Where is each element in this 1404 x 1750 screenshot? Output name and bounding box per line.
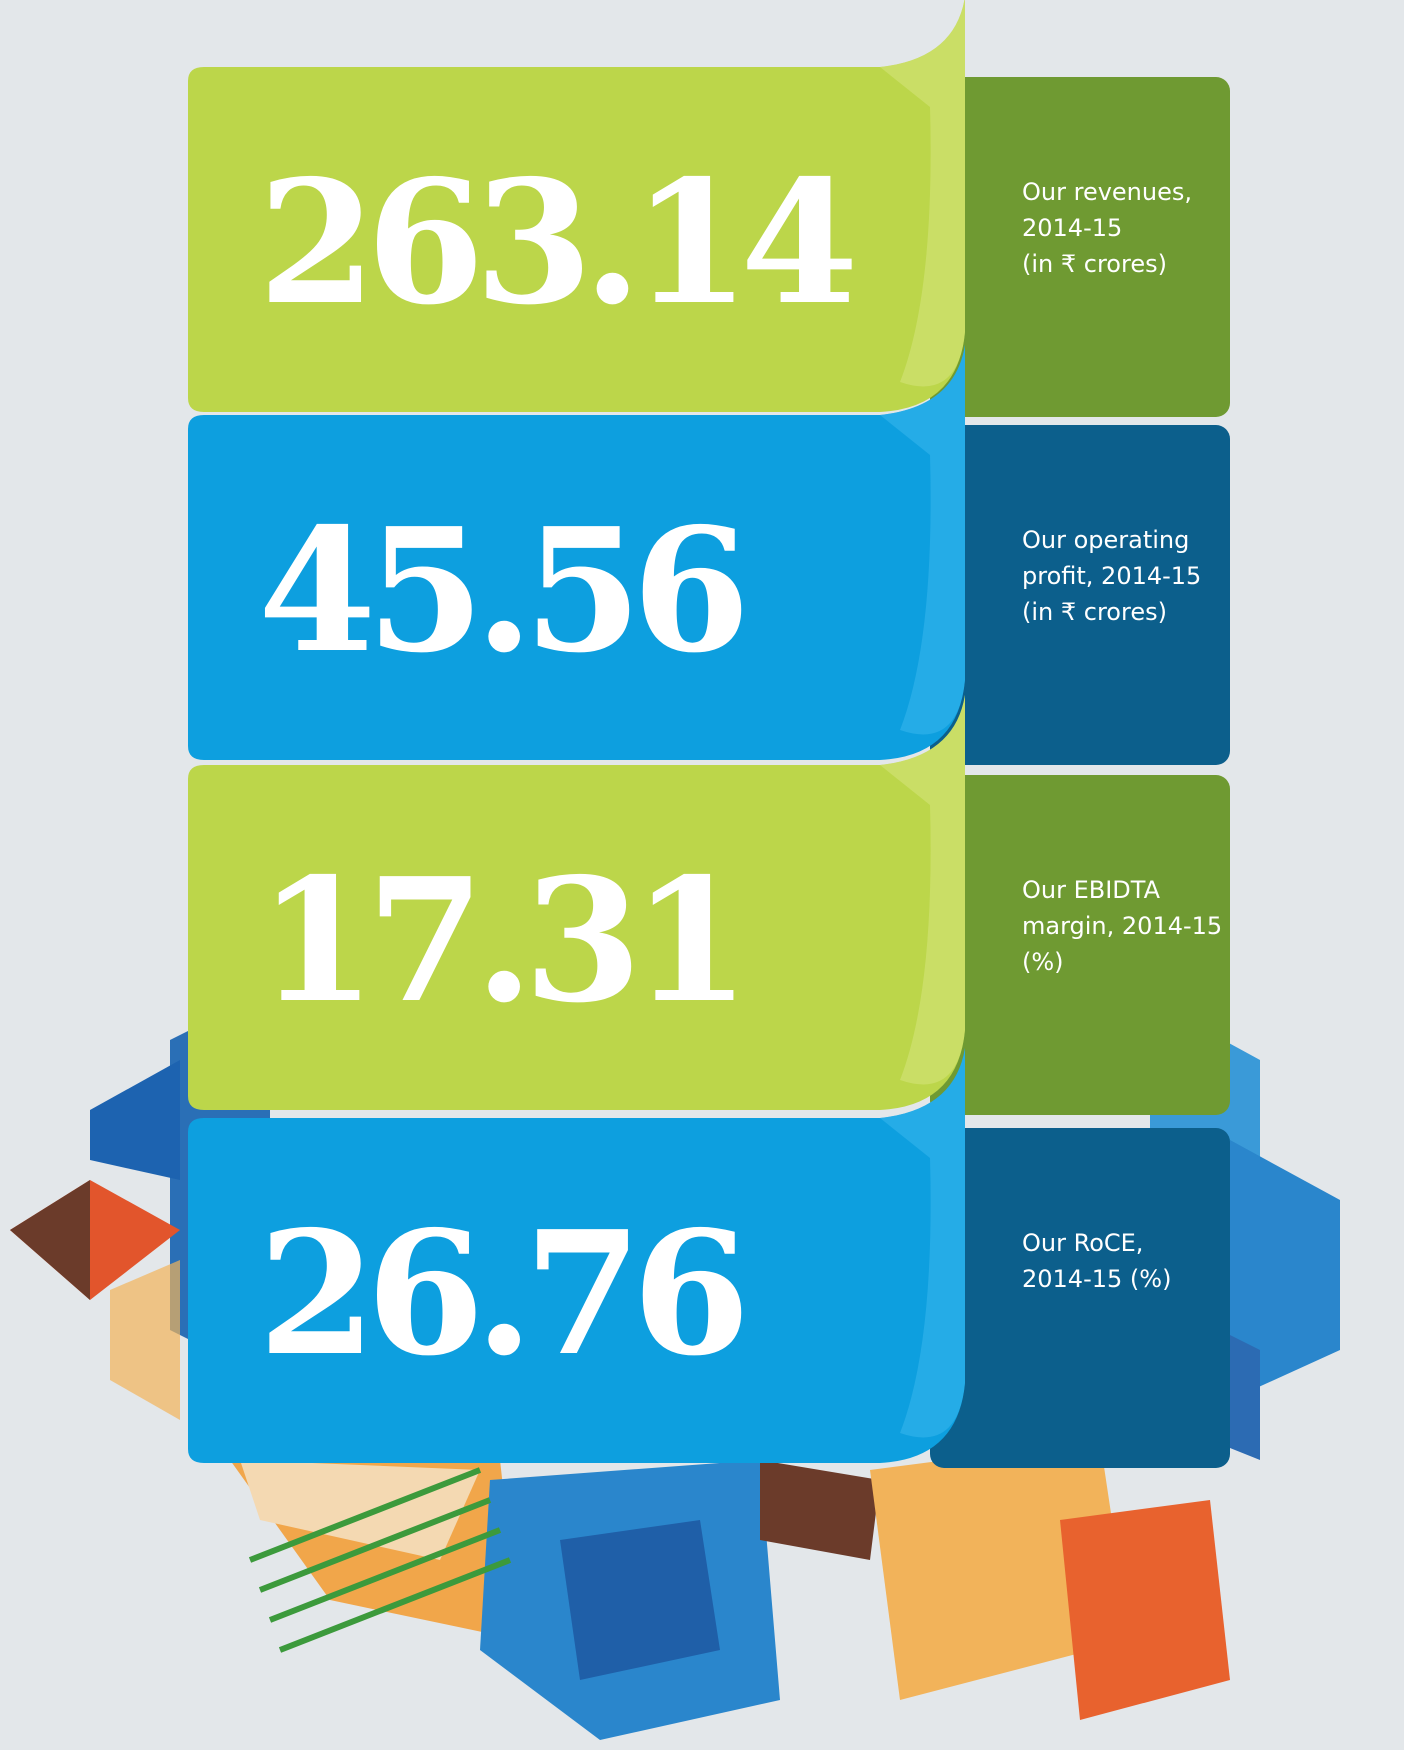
ribbon-back <box>930 1128 1230 1468</box>
metric-label-line: (in ₹ crores) <box>1022 598 1167 626</box>
ribbon-list: 263.14 Our revenues, 2014-15 (in ₹ crores) 4… <box>188 0 1230 1468</box>
ribbon-back <box>930 77 1230 417</box>
metric-label-line: 2014-15 (%) <box>1022 1265 1171 1293</box>
metric-label-line: Our revenues, <box>1022 178 1192 206</box>
page: 263.14 Our revenues, 2014-15 (in ₹ crores) 4… <box>0 0 1404 1750</box>
metric-value: 17.31 <box>258 841 740 1041</box>
metric-label-line: Our RoCE, <box>1022 1229 1143 1257</box>
infographic: 263.14 Our revenues, 2014-15 (in ₹ crores) 4… <box>0 0 1404 1750</box>
metric-label-line: (%) <box>1022 948 1064 976</box>
metric-value: 26.76 <box>258 1194 742 1394</box>
metric-label-line: margin, 2014-15 <box>1022 912 1222 940</box>
ribbon: 263.14 Our revenues, 2014-15 (in ₹ crores) <box>188 0 1230 417</box>
metric-label-line: 2014-15 <box>1022 214 1122 242</box>
metric-label-line: profit, 2014-15 <box>1022 562 1201 590</box>
metric-label-line: (in ₹ crores) <box>1022 250 1167 278</box>
metric-value: 45.56 <box>258 491 742 691</box>
metric-label-line: Our EBIDTA <box>1022 876 1161 904</box>
metric-label-line: Our operating <box>1022 526 1189 554</box>
metric-value: 263.14 <box>258 143 852 343</box>
ribbon-back <box>930 425 1230 765</box>
ribbon-back <box>930 775 1230 1115</box>
